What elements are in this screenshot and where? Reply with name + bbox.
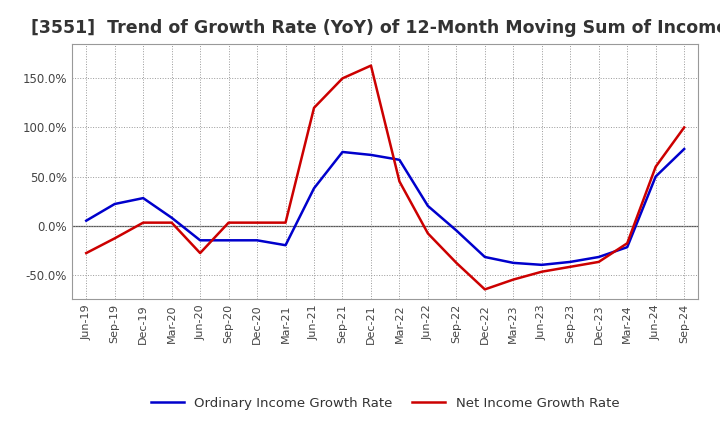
Ordinary Income Growth Rate (282, 242, 290, 248)
Net Income Growth Rate (480, 287, 489, 292)
Net Income Growth Rate (452, 260, 461, 265)
Ordinary Income Growth Rate (167, 215, 176, 220)
Net Income Growth Rate (566, 264, 575, 269)
Ordinary Income Growth Rate (225, 238, 233, 243)
Net Income Growth Rate (652, 164, 660, 169)
Legend: Ordinary Income Growth Rate, Net Income Growth Rate: Ordinary Income Growth Rate, Net Income … (145, 392, 625, 415)
Title: [3551]  Trend of Growth Rate (YoY) of 12-Month Moving Sum of Incomes: [3551] Trend of Growth Rate (YoY) of 12-… (32, 19, 720, 37)
Ordinary Income Growth Rate (680, 147, 688, 152)
Net Income Growth Rate (196, 250, 204, 256)
Ordinary Income Growth Rate (82, 218, 91, 224)
Net Income Growth Rate (110, 236, 119, 241)
Net Income Growth Rate (423, 231, 432, 236)
Ordinary Income Growth Rate (623, 245, 631, 250)
Ordinary Income Growth Rate (395, 157, 404, 162)
Net Income Growth Rate (338, 76, 347, 81)
Ordinary Income Growth Rate (310, 186, 318, 191)
Ordinary Income Growth Rate (196, 238, 204, 243)
Ordinary Income Growth Rate (452, 228, 461, 233)
Ordinary Income Growth Rate (652, 174, 660, 179)
Net Income Growth Rate (395, 179, 404, 184)
Ordinary Income Growth Rate (509, 260, 518, 265)
Net Income Growth Rate (623, 241, 631, 246)
Net Income Growth Rate (167, 220, 176, 225)
Net Income Growth Rate (595, 259, 603, 264)
Net Income Growth Rate (509, 277, 518, 282)
Ordinary Income Growth Rate (595, 254, 603, 260)
Net Income Growth Rate (282, 220, 290, 225)
Ordinary Income Growth Rate (253, 238, 261, 243)
Ordinary Income Growth Rate (366, 152, 375, 158)
Ordinary Income Growth Rate (480, 254, 489, 260)
Ordinary Income Growth Rate (139, 195, 148, 201)
Net Income Growth Rate (82, 250, 91, 256)
Ordinary Income Growth Rate (423, 203, 432, 209)
Ordinary Income Growth Rate (537, 262, 546, 268)
Net Income Growth Rate (253, 220, 261, 225)
Net Income Growth Rate (225, 220, 233, 225)
Net Income Growth Rate (139, 220, 148, 225)
Net Income Growth Rate (680, 125, 688, 130)
Line: Net Income Growth Rate: Net Income Growth Rate (86, 66, 684, 290)
Net Income Growth Rate (366, 63, 375, 68)
Line: Ordinary Income Growth Rate: Ordinary Income Growth Rate (86, 149, 684, 265)
Ordinary Income Growth Rate (338, 149, 347, 154)
Ordinary Income Growth Rate (110, 202, 119, 207)
Ordinary Income Growth Rate (566, 259, 575, 264)
Net Income Growth Rate (537, 269, 546, 275)
Net Income Growth Rate (310, 105, 318, 110)
